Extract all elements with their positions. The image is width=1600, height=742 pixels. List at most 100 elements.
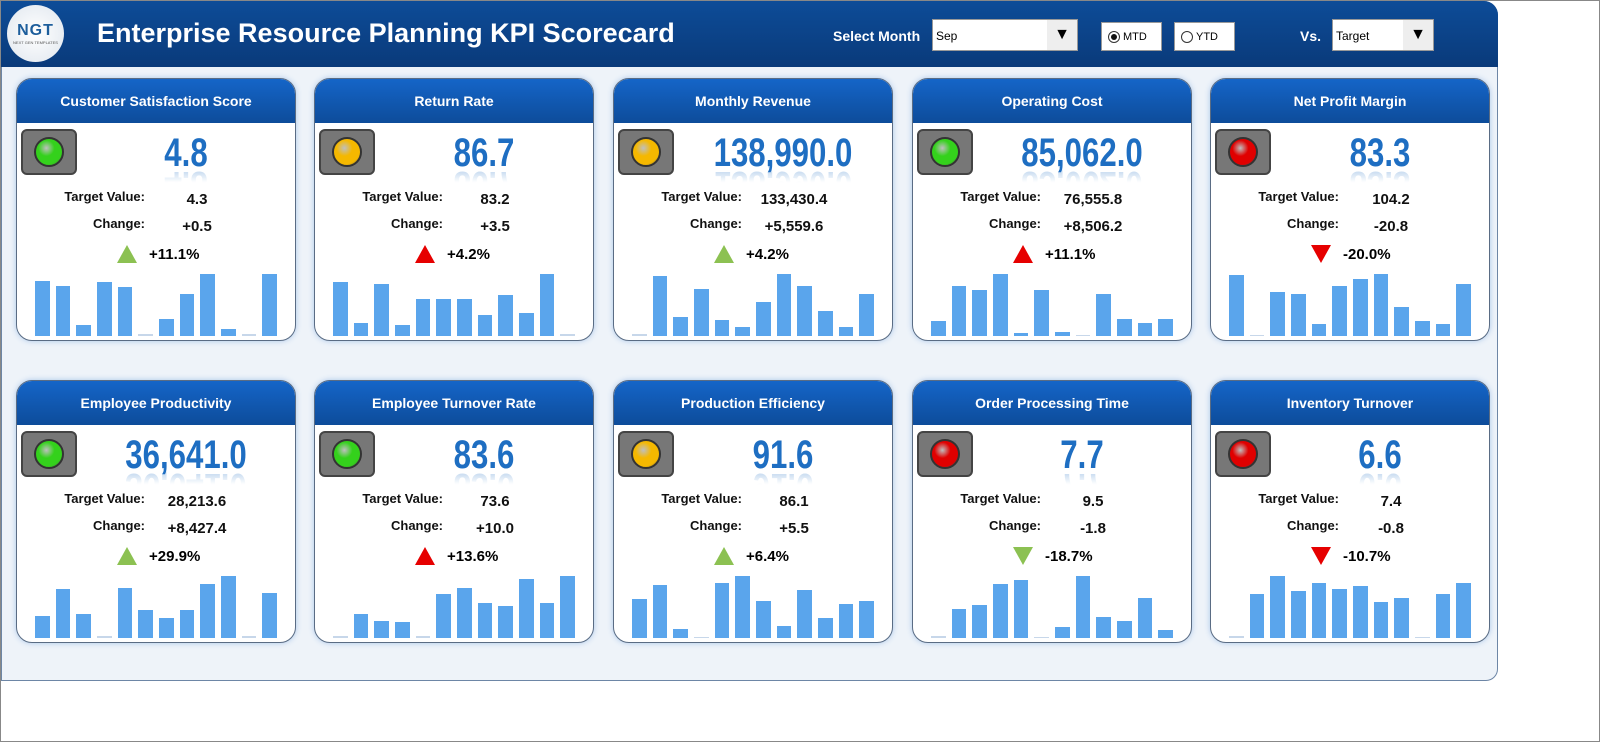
- target-label: Target Value:: [1258, 189, 1339, 204]
- target-value: 104.2: [1372, 191, 1410, 208]
- change-percent: -20.0%: [1311, 245, 1391, 263]
- trend-bar: [519, 312, 534, 336]
- kpi-title: Customer Satisfaction Score: [17, 79, 295, 123]
- trend-bar: [457, 299, 472, 336]
- ytd-radio[interactable]: YTD: [1174, 22, 1235, 51]
- change-label: Change:: [1287, 518, 1339, 533]
- trend-bar: [117, 587, 133, 638]
- trend-bar: [395, 324, 410, 336]
- trend-bar: [1075, 334, 1091, 336]
- trend-bar: [35, 280, 50, 336]
- yellow-bulb-icon: [631, 137, 661, 167]
- status-light-icon: [21, 431, 77, 477]
- trend-bar: [1158, 630, 1174, 638]
- kpi-card: Monthly Revenue 138,990.0 Target Value: …: [613, 78, 893, 341]
- trend-bar: [117, 287, 133, 336]
- kpi-card: Order Processing Time 7.7 Target Value: …: [912, 380, 1192, 643]
- target-value: 28,213.6: [167, 493, 227, 510]
- trend-bar: [972, 605, 988, 638]
- kpi-title: Inventory Turnover: [1211, 381, 1489, 425]
- trend-bar: [35, 616, 50, 638]
- trend-bar: [159, 319, 174, 336]
- trend-sparkline: [35, 274, 278, 336]
- trend-bar: [838, 327, 854, 336]
- status-light-icon: [917, 431, 973, 477]
- chevron-down-icon[interactable]: ▼: [1403, 20, 1433, 50]
- trend-bar: [735, 327, 751, 336]
- kpi-value: 91.6: [752, 433, 814, 477]
- change-label: Change:: [1287, 216, 1339, 231]
- target-value: 133,430.4: [760, 191, 828, 208]
- mtd-radio[interactable]: MTD: [1101, 22, 1162, 51]
- kpi-title: Net Profit Margin: [1211, 79, 1489, 123]
- target-value: 9.5: [1082, 493, 1104, 510]
- trend-bar: [776, 625, 792, 638]
- trend-bar: [415, 299, 431, 336]
- trend-sparkline: [632, 576, 875, 638]
- kpi-card: Employee Turnover Rate 83.6 Target Value…: [314, 380, 594, 643]
- trend-bar: [797, 285, 813, 336]
- arrow-down-icon: [1311, 245, 1331, 263]
- header-bar: NGT NEXT GEN TEMPLATES Enterprise Resourc…: [1, 1, 1498, 67]
- comparison-value: Target: [1336, 29, 1370, 43]
- yellow-bulb-icon: [631, 439, 661, 469]
- change-value: +8,427.4: [167, 520, 227, 537]
- trend-bar: [353, 322, 369, 336]
- trend-bar: [1117, 620, 1132, 638]
- trend-sparkline: [333, 576, 576, 638]
- trend-bar: [1456, 283, 1472, 336]
- trend-bar: [673, 316, 689, 336]
- change-percent: +29.9%: [117, 547, 200, 565]
- trend-bar: [1456, 583, 1472, 638]
- trend-bar: [353, 614, 369, 638]
- trend-bar: [221, 576, 236, 638]
- change-percent: +4.2%: [714, 245, 789, 263]
- trend-bar: [560, 333, 576, 336]
- change-percent: +4.2%: [415, 245, 490, 263]
- ytd-label: YTD: [1196, 30, 1218, 43]
- trend-bar: [179, 609, 195, 638]
- status-light-icon: [319, 129, 375, 175]
- target-value: 83.2: [480, 191, 510, 208]
- select-month-label: Select Month: [833, 28, 921, 44]
- chevron-down-icon[interactable]: ▼: [1047, 20, 1077, 50]
- target-label: Target Value:: [64, 189, 145, 204]
- percent-value: +13.6%: [447, 547, 499, 565]
- month-select[interactable]: Sep ▼: [932, 19, 1078, 51]
- trend-bar: [972, 289, 988, 336]
- trend-bar: [1394, 307, 1410, 336]
- trend-bar: [1013, 580, 1029, 638]
- trend-bar: [539, 602, 555, 638]
- change-percent: +11.1%: [1013, 245, 1095, 263]
- trend-bar: [931, 635, 946, 638]
- trend-bar: [1075, 576, 1091, 638]
- trend-bar: [1394, 598, 1410, 638]
- trend-bar: [1353, 585, 1368, 638]
- logo-subtext: NEXT GEN TEMPLATES: [13, 40, 58, 45]
- status-light-icon: [917, 129, 973, 175]
- status-light-icon: [618, 129, 674, 175]
- change-value: -0.8: [1378, 520, 1404, 537]
- arrow-up-icon: [415, 245, 435, 263]
- logo-text: NGT: [17, 22, 54, 39]
- percent-value: -20.0%: [1343, 245, 1391, 263]
- radio-empty-icon: [1181, 30, 1193, 43]
- trend-bar: [1229, 635, 1244, 638]
- percent-value: +11.1%: [1045, 245, 1096, 263]
- trend-bar: [333, 635, 348, 638]
- kpi-value: 138,990.0: [713, 131, 853, 175]
- trend-bar: [797, 590, 813, 638]
- trend-bar: [1034, 636, 1050, 638]
- trend-bar: [1229, 275, 1244, 336]
- trend-bar: [1117, 319, 1132, 336]
- status-light-icon: [618, 431, 674, 477]
- kpi-title: Employee Productivity: [17, 381, 295, 425]
- mtd-label: MTD: [1123, 30, 1147, 43]
- trend-bar: [395, 621, 410, 638]
- comparison-select[interactable]: Target ▼: [1332, 19, 1434, 51]
- trend-bar: [200, 274, 216, 336]
- kpi-value: 7.7: [1060, 433, 1104, 477]
- trend-bar: [632, 333, 647, 336]
- change-value: +3.5: [480, 218, 510, 235]
- kpi-value: 85,062.0: [1021, 131, 1143, 175]
